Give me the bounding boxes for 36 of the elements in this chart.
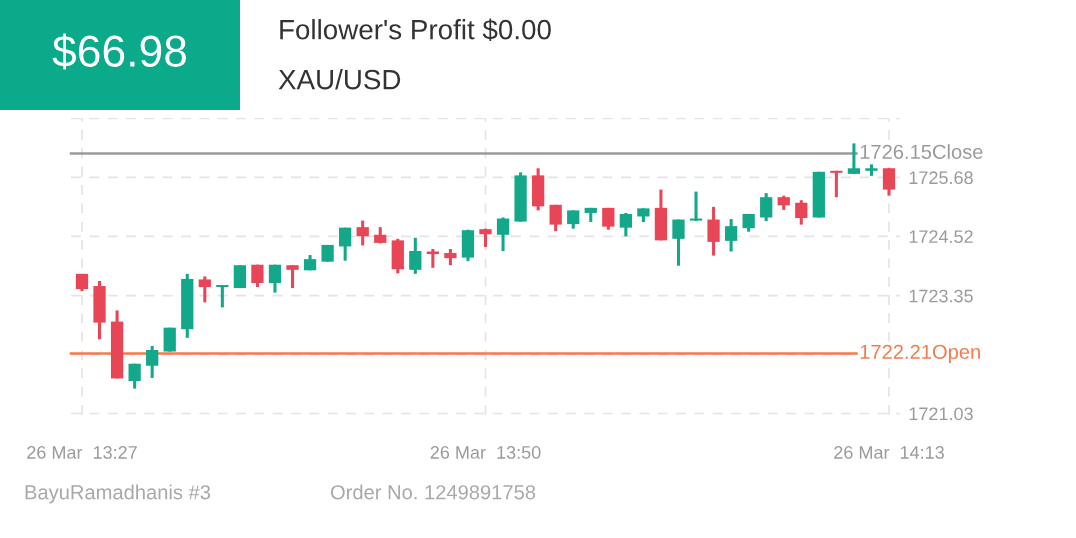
candlestick xyxy=(707,205,720,256)
chart-title: Follower's Profit $0.00 xyxy=(280,18,551,42)
candlestick xyxy=(286,265,299,290)
candlestick xyxy=(356,220,369,246)
ref-line-label: 1726.15Close xyxy=(860,144,983,159)
x-tick-label: 26 Mar 13:27 xyxy=(27,446,137,459)
candlestick xyxy=(567,210,580,229)
candlestick xyxy=(339,227,352,261)
candlestick xyxy=(549,203,562,233)
x-tick-label: 26 Mar 13:50 xyxy=(430,446,541,459)
candlestick xyxy=(672,219,685,266)
y-tick-label: 1725.68 xyxy=(909,171,973,185)
candlestick xyxy=(724,219,738,252)
candlestick xyxy=(216,285,229,308)
candlestick xyxy=(496,217,510,252)
text: Order No. 1249891758 xyxy=(330,484,536,500)
chart-subtitle: XAU/USD xyxy=(278,69,401,90)
x-tick-label: 26 Mar 14:13 xyxy=(834,446,944,459)
candlestick xyxy=(689,191,703,223)
candlestick xyxy=(268,264,282,293)
candlestick xyxy=(760,193,773,223)
candlestick xyxy=(882,168,896,196)
candlestick xyxy=(847,143,861,174)
text: BayuRamadhanis #3 xyxy=(25,484,211,504)
y-tick-label: 1724.52 xyxy=(909,230,973,244)
candlestick xyxy=(128,363,141,389)
y-tick-label: 1721.03 xyxy=(909,407,973,421)
y-tick-label: 1723.35 xyxy=(909,289,973,303)
candlestick xyxy=(795,200,808,225)
candlestick xyxy=(830,169,843,199)
text: $66.98 xyxy=(52,33,187,70)
candlestick xyxy=(198,276,211,303)
candlestick xyxy=(619,211,632,237)
candlestick xyxy=(409,236,422,274)
candlestick xyxy=(146,344,159,378)
ref-line-label: 1722.21Open xyxy=(860,344,980,363)
